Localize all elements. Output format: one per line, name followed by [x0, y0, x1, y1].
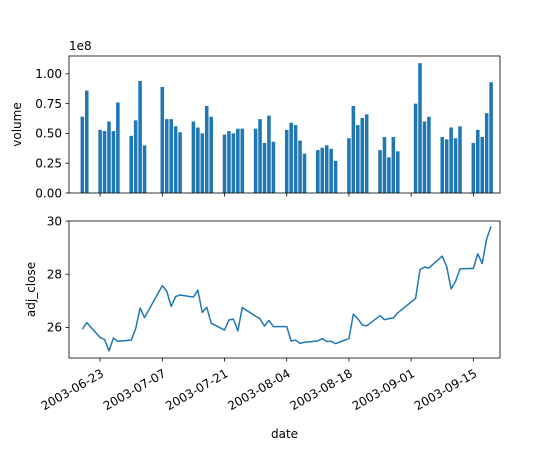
- volume-bar: [484, 113, 489, 193]
- volume-bar: [449, 127, 453, 193]
- volume-bar: [169, 119, 173, 193]
- volume-bar: [284, 129, 289, 193]
- volume-y-tick-label: 0.75: [35, 97, 62, 111]
- volume-bar: [236, 128, 240, 193]
- volume-bar: [222, 134, 227, 193]
- volume-y-tick-label: 1.00: [35, 67, 62, 81]
- volume-bar: [107, 121, 111, 193]
- volume-y-tick-label: 0.00: [35, 186, 62, 200]
- volume-bar: [271, 141, 276, 193]
- volume-bar: [196, 127, 200, 193]
- volume-bar: [267, 115, 271, 193]
- volume-bar: [320, 147, 325, 193]
- volume-bar: [422, 121, 427, 193]
- volume-bar: [360, 117, 365, 193]
- volume-bar: [476, 129, 480, 193]
- volume-bar: [453, 138, 458, 193]
- volume-bar: [80, 116, 85, 193]
- volume-bar: [164, 119, 169, 193]
- volume-y-tick-label: 0.25: [35, 157, 62, 171]
- volume-bar: [444, 139, 449, 193]
- volume-bar: [138, 81, 142, 193]
- volume-offset-label: 1e8: [69, 39, 92, 53]
- volume-bar: [133, 120, 138, 193]
- volume-bar: [396, 151, 400, 193]
- volume-bar: [356, 125, 360, 193]
- volume-bar: [173, 126, 178, 193]
- volume-bar: [209, 116, 213, 193]
- adj-close-frame: [68, 220, 501, 359]
- volume-bar: [262, 142, 267, 193]
- adj-close-y-tick-label: 28: [47, 268, 62, 282]
- volume-bars: [80, 63, 493, 194]
- volume-x-ticks: [99, 193, 474, 197]
- volume-bar: [364, 114, 369, 193]
- volume-bar: [204, 106, 209, 193]
- volume-bar: [160, 86, 165, 193]
- x-axis-label: date: [271, 427, 298, 441]
- volume-bar: [440, 137, 445, 193]
- volume-bar: [85, 90, 89, 193]
- volume-bar: [382, 137, 387, 193]
- volume-bar: [200, 133, 205, 193]
- volume-bar: [258, 119, 262, 193]
- volume-y-tick-label: 0.50: [35, 127, 62, 141]
- volume-bar: [324, 145, 329, 193]
- volume-y-label: volume: [10, 102, 24, 146]
- volume-bar: [293, 125, 298, 193]
- adj-close-y-tick-label: 26: [47, 321, 62, 335]
- volume-bar: [116, 102, 120, 193]
- volume-bar: [231, 133, 236, 193]
- volume-bar: [227, 131, 231, 193]
- volume-bar: [333, 160, 338, 193]
- adj-close-y-tick-label: 30: [47, 214, 62, 228]
- volume-frame: [68, 55, 501, 194]
- volume-bar: [178, 132, 182, 193]
- volume-bar: [316, 150, 320, 193]
- volume-bar: [191, 121, 196, 193]
- volume-bar: [471, 142, 476, 193]
- volume-axes: 0.00 0.25 0.50 0.75 1.00 1e8 volume: [10, 39, 501, 200]
- volume-bar: [302, 153, 307, 193]
- adj-close-line: [81, 226, 492, 352]
- volume-bar: [378, 150, 382, 193]
- volume-bar: [253, 128, 258, 193]
- volume-bar: [387, 157, 391, 193]
- volume-bar: [391, 137, 396, 193]
- adj-close-y-label: adj_close: [24, 262, 38, 317]
- volume-bar: [102, 131, 107, 193]
- volume-bar: [142, 145, 147, 193]
- volume-bar: [289, 122, 293, 193]
- volume-bar: [240, 128, 245, 193]
- volume-bar: [480, 137, 484, 193]
- volume-bar: [298, 140, 302, 193]
- volume-bar: [111, 131, 116, 193]
- adj-close-y-ticks: 26 28 30: [47, 214, 69, 335]
- volume-bar: [98, 129, 102, 193]
- volume-bar: [418, 63, 422, 194]
- volume-bar: [489, 82, 493, 193]
- volume-bar: [427, 116, 431, 193]
- volume-bar: [458, 126, 462, 193]
- volume-y-ticks: 0.00 0.25 0.50 0.75 1.00: [35, 67, 69, 200]
- volume-bar: [413, 103, 418, 193]
- volume-bar: [351, 106, 356, 193]
- volume-bar: [329, 148, 333, 193]
- volume-bar: [129, 135, 133, 193]
- volume-bar: [347, 138, 351, 193]
